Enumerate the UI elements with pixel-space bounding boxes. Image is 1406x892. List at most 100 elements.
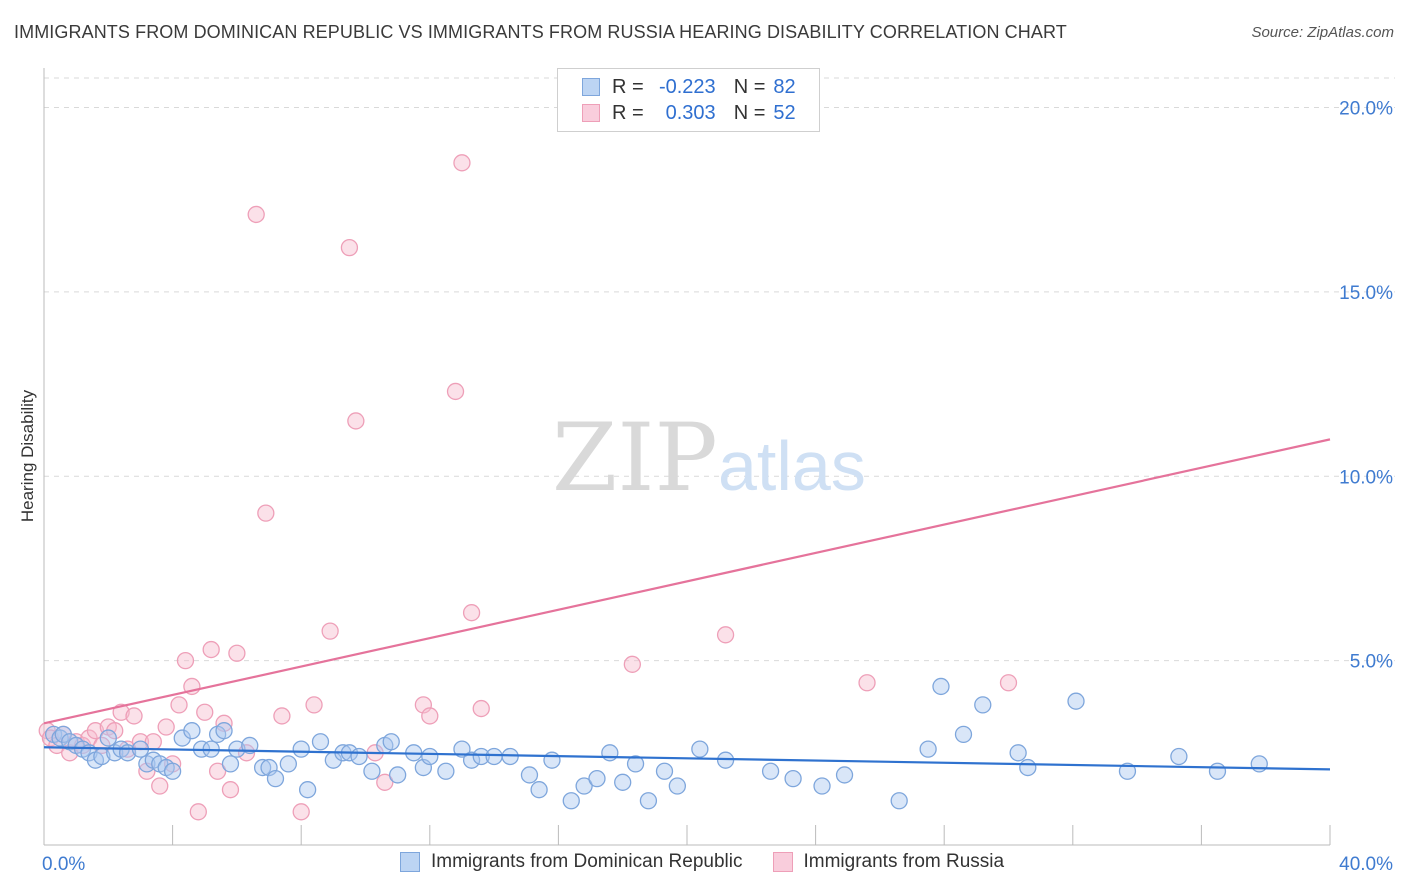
dominican-point	[974, 696, 992, 714]
y-tick-label: 5.0%	[1350, 652, 1393, 673]
dominican-point	[437, 762, 455, 780]
axes	[43, 68, 1331, 846]
russia-point	[321, 622, 339, 640]
russia-point	[273, 707, 291, 725]
series-label-russia: Immigrants from Russia	[803, 851, 1005, 872]
dominican-point	[614, 773, 632, 791]
russia-point	[221, 781, 240, 799]
dominican-point	[1208, 762, 1227, 780]
dominican-point	[1067, 692, 1085, 710]
dominican-point	[462, 751, 481, 769]
russia-point	[623, 655, 641, 673]
dominican-point	[639, 792, 658, 810]
dominican-point	[1250, 755, 1268, 773]
russia-point	[292, 803, 310, 821]
russia-point	[228, 644, 246, 662]
dominican-point	[543, 751, 561, 769]
legend-swatch-blue	[582, 78, 600, 96]
watermark-zip: ZIP	[552, 404, 718, 513]
dominican-point	[421, 747, 439, 766]
dominican-point	[183, 722, 201, 740]
russia-point	[247, 205, 265, 224]
series-swatch-blue	[400, 852, 420, 872]
x-tick-label-min: 0.0%	[42, 854, 85, 875]
dominican-point	[761, 762, 780, 780]
russia-point	[446, 382, 465, 401]
legend-n-value: 52	[773, 101, 796, 124]
legend-row-russia: R = 0.303 N = 52	[582, 100, 796, 126]
russia-point	[462, 604, 481, 622]
dominican-point	[388, 766, 407, 784]
russia-point	[716, 626, 735, 644]
dominican-point	[241, 736, 259, 755]
russia-point	[157, 718, 175, 736]
watermark-atlas: atlas	[718, 427, 866, 505]
y-tick-label: 15.0%	[1339, 283, 1393, 304]
russia-points	[38, 154, 1018, 821]
dominican-point	[954, 725, 973, 744]
dominican-point	[298, 781, 317, 799]
dominican-point	[228, 740, 246, 758]
dominican-point	[668, 777, 687, 795]
dominican-point	[813, 777, 831, 795]
dominican-point	[919, 740, 937, 758]
dominican-point	[99, 729, 117, 747]
dominican-point	[520, 766, 539, 784]
russia-point	[86, 722, 105, 740]
dominican-point	[626, 755, 645, 773]
legend-r-value: 0.303	[665, 101, 716, 124]
russia-point	[257, 504, 275, 522]
dominican-point	[221, 755, 240, 773]
legend-r-value: -0.223	[658, 75, 716, 98]
dominican-point	[350, 747, 368, 766]
dominican-point	[382, 733, 400, 751]
trend-lines	[43, 438, 1331, 771]
dominican-point	[253, 758, 272, 777]
dominican-point	[1019, 758, 1037, 777]
russia-point	[208, 762, 227, 780]
dominican-point	[363, 762, 381, 780]
russia-point	[340, 238, 359, 257]
dominican-point	[1009, 744, 1027, 762]
dominican-point	[163, 762, 182, 780]
dominican-point	[601, 744, 619, 762]
series-legend: Immigrants from Dominican Republic Immig…	[400, 851, 1034, 873]
legend-row-dominican: R = -0.223 N = 82	[582, 74, 796, 100]
y-tick-label: 10.0%	[1339, 467, 1393, 488]
dominican-point	[311, 733, 330, 751]
russia-trend-line	[43, 438, 1331, 725]
russia-point	[170, 696, 188, 714]
dominican-point	[472, 747, 490, 766]
dominican-point	[784, 769, 802, 788]
dominican-point	[1118, 762, 1137, 780]
russia-point	[421, 707, 439, 725]
dominican-point	[655, 762, 674, 780]
series-legend-dominican: Immigrants from Dominican Republic	[400, 851, 743, 873]
dominican-point	[215, 722, 233, 740]
legend-swatch-pink	[582, 104, 600, 122]
dominican-point	[1170, 747, 1188, 766]
dominican-point	[835, 766, 854, 784]
tick-labels: 5.0% 10.0% 15.0% 20.0% 0.0% 40.0%	[42, 99, 1393, 876]
russia-point	[472, 699, 490, 718]
dominican-point	[691, 740, 709, 758]
series-label-dominican: Immigrants from Dominican Republic	[431, 851, 743, 872]
russia-point	[125, 707, 143, 725]
dominican-point	[501, 747, 519, 766]
russia-point	[176, 651, 195, 670]
dominican-point	[588, 769, 606, 788]
dominican-point	[575, 777, 593, 795]
russia-point	[347, 412, 365, 430]
dominican-point	[890, 792, 908, 810]
russia-point	[999, 674, 1018, 692]
legend-n-value: 82	[773, 75, 796, 98]
russia-point	[305, 696, 323, 714]
y-tick-label: 20.0%	[1339, 99, 1393, 120]
legend-r-label: R =	[612, 75, 644, 98]
dominican-point	[453, 740, 471, 758]
dominican-point	[292, 740, 310, 758]
dominican-point	[530, 781, 548, 799]
dominican-trend-line	[43, 746, 1331, 771]
russia-point	[189, 803, 207, 821]
